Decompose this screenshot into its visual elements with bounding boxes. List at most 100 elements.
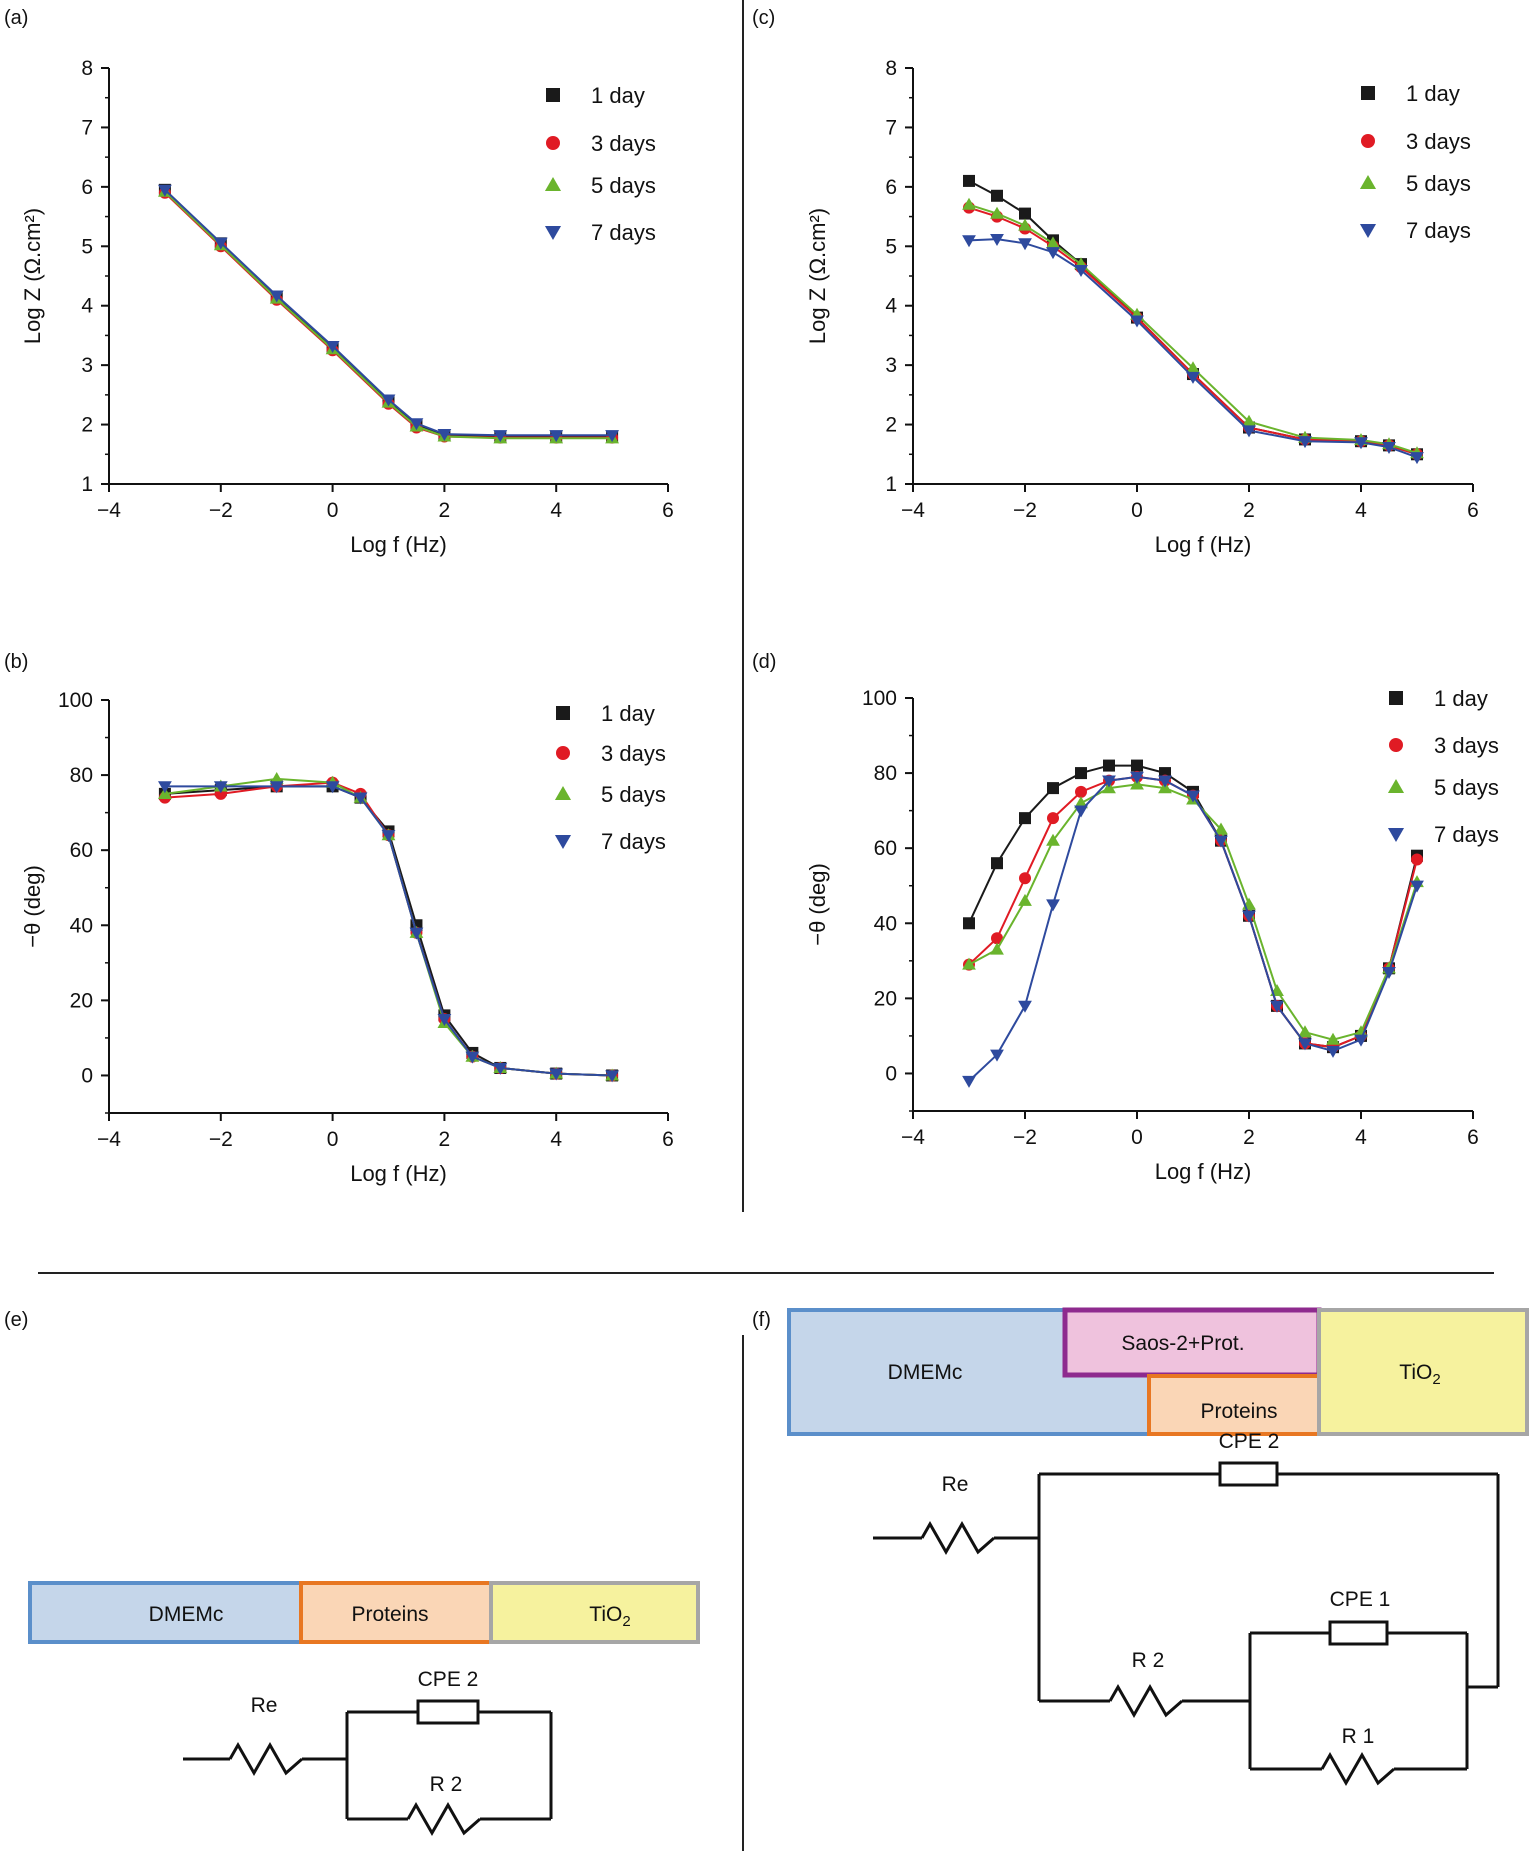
y-tick-label: 0 (81, 1064, 93, 1087)
panel-label-b: (b) (4, 651, 28, 673)
y-tick-label: 20 (874, 987, 897, 1010)
y-tick-label: 40 (70, 914, 93, 937)
legend-label: 5 days (601, 782, 666, 807)
data-point (1410, 452, 1424, 465)
data-point (963, 174, 975, 187)
proteins-label: Proteins (351, 1603, 428, 1626)
data-point (1047, 812, 1059, 825)
x-tick-label: −4 (901, 499, 925, 522)
data-point (1019, 812, 1031, 825)
data-point (1214, 822, 1228, 835)
data-point (1186, 371, 1200, 384)
data-point (1270, 1000, 1284, 1013)
data-point (1382, 966, 1396, 979)
data-point (1074, 805, 1088, 818)
x-axis-title: Log f (Hz) (1155, 1159, 1252, 1184)
data-point (990, 206, 1004, 219)
y-tick-label: 100 (58, 689, 93, 712)
x-axis-title: Log f (Hz) (1155, 532, 1252, 557)
legend-label: 5 days (1434, 775, 1499, 800)
cpe1-label-f: CPE 1 (1330, 1588, 1391, 1611)
legend-label: 3 days (601, 741, 666, 766)
data-point (1131, 759, 1143, 772)
fit-line-1-day (968, 180, 1418, 456)
legend-label: 1 day (591, 83, 645, 108)
dmemc-box (28, 1581, 303, 1644)
y-axis-title: −θ (deg) (20, 865, 45, 948)
data-point (1130, 771, 1144, 784)
data-point (1102, 775, 1116, 788)
data-point (1382, 442, 1396, 455)
data-point (1130, 315, 1144, 328)
data-point (605, 1070, 619, 1083)
y-tick-label: 100 (862, 687, 897, 710)
x-tick-label: −2 (209, 499, 233, 522)
panel-label-c: (c) (752, 7, 775, 29)
panel-label-d: (d) (752, 651, 776, 673)
x-tick-label: 6 (662, 1128, 674, 1151)
re-label-e: Re (251, 1694, 278, 1717)
data-point (1354, 1025, 1368, 1038)
y-tick-label: 3 (81, 354, 93, 377)
y-tick-label: 6 (81, 176, 93, 199)
fit-line-5-days (968, 783, 1418, 1041)
data-point (1074, 264, 1088, 277)
legend-marker (1389, 738, 1403, 752)
data-point (991, 932, 1003, 945)
cpe2-label-e: CPE 2 (418, 1668, 479, 1691)
proteins-box (299, 1581, 493, 1644)
data-point (1018, 218, 1032, 231)
legend-marker (556, 706, 570, 720)
legend-marker (556, 746, 570, 760)
data-point (269, 771, 284, 784)
legend-marker (1359, 174, 1377, 189)
x-tick-label: 6 (1467, 499, 1479, 522)
data-point (1298, 1025, 1312, 1038)
data-point (1186, 361, 1200, 374)
cpe1-element-f (1328, 1620, 1389, 1646)
data-point (325, 341, 340, 354)
data-point (269, 290, 284, 303)
data-point (1410, 880, 1424, 893)
x-axis-title: Log f (Hz) (350, 532, 447, 557)
legend-marker (1389, 691, 1403, 705)
y-axis-title: Log Z (Ω.cm²) (805, 208, 830, 344)
y-tick-label: 1 (885, 473, 897, 496)
data-point (1075, 785, 1087, 798)
y-tick-label: 40 (874, 912, 897, 935)
data-point (1411, 853, 1423, 866)
resistor-r2-f (1108, 1683, 1183, 1719)
legend-marker (1387, 828, 1405, 843)
legend-marker (1361, 134, 1375, 148)
legend-label: 7 days (1434, 822, 1499, 847)
x-tick-label: 6 (662, 499, 674, 522)
data-point (1298, 1038, 1312, 1051)
data-point (269, 781, 284, 794)
diagram-e: DMEMc Proteins TiO2 Re CPE 2 R 2 (28, 1581, 700, 1837)
data-point (493, 1062, 508, 1075)
fit-line-3-days (968, 775, 1418, 1049)
legend-marker (546, 136, 560, 150)
chart-a: −4 −2 0 2 4 6 1 2 3 4 5 6 7 8 Log f (Hz) Log Z (Ω.cm²) 1… (20, 57, 674, 557)
data-point (990, 234, 1004, 247)
data-point (1354, 1034, 1368, 1047)
y-axis-title: −θ (deg) (805, 863, 830, 946)
y-tick-label: 7 (885, 116, 897, 139)
data-point (963, 917, 975, 930)
fit-line-3-days (968, 206, 1418, 456)
legend-label: 5 days (591, 173, 656, 198)
data-point (353, 792, 368, 805)
x-tick-label: 0 (327, 1128, 339, 1151)
data-point (1075, 767, 1087, 780)
legend-marker (554, 785, 572, 800)
data-point (990, 1049, 1004, 1062)
legend-marker (1387, 778, 1405, 793)
legend-label: 1 day (1406, 81, 1460, 106)
data-point (962, 197, 976, 210)
data-point (381, 394, 396, 407)
data-point (1047, 782, 1059, 795)
x-tick-label: 4 (550, 499, 562, 522)
data-point (213, 781, 228, 794)
resistor-re-f (920, 1520, 995, 1556)
